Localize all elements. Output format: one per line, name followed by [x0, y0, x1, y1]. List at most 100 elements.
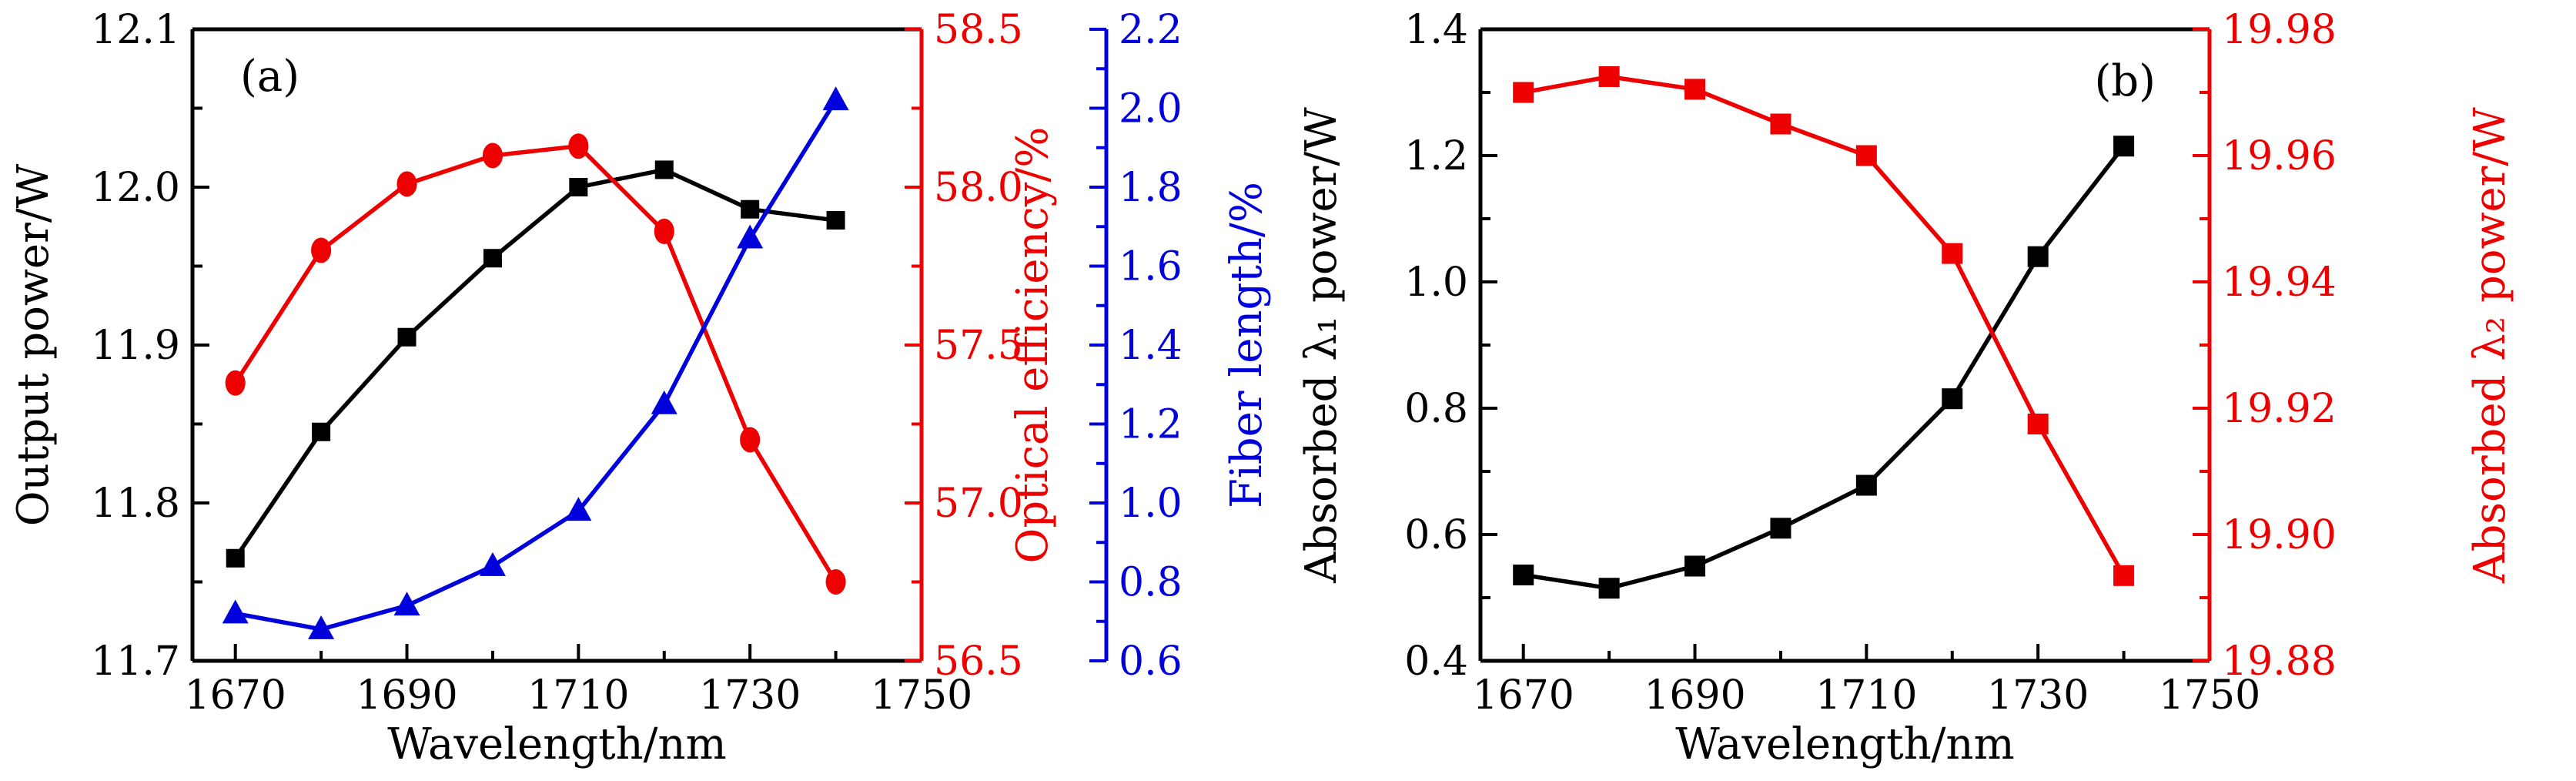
- x-tick-label: 1670: [185, 672, 286, 719]
- circle-marker: [740, 427, 761, 453]
- square-marker: [1770, 113, 1791, 135]
- right-y-axis-tick-label: 19.96: [2222, 133, 2337, 179]
- circle-marker: [825, 569, 846, 595]
- left-y-axis: 11.7 11.8 11.9 12.0 12.1 Output power/W: [8, 7, 209, 685]
- left-y-axis-tick-label: 12.0: [91, 165, 180, 211]
- series-absorbed-power: [1513, 66, 2135, 586]
- right-y-axis-tick-label: 58.5: [934, 7, 1023, 53]
- square-marker: [397, 327, 417, 347]
- left-y-axis-tick-label: 1.4: [1404, 7, 1468, 53]
- square-marker: [2113, 565, 2135, 586]
- square-marker: [569, 178, 588, 196]
- x-axis: 1670 1690 1710 1730 1750 Wavelength/nm: [1473, 27, 2260, 769]
- right-y-axis-tick-label: 19.92: [2222, 386, 2337, 432]
- triangle-marker: [737, 224, 764, 249]
- left-y-axis-tick-label: 11.9: [91, 323, 180, 369]
- triangle-marker: [651, 390, 677, 414]
- left-y-axis-tick-label: 0.6: [1404, 512, 1468, 558]
- series-line: [1523, 74, 2126, 577]
- left-y-axis-tick-label: 12.1: [91, 7, 180, 53]
- far-right-y-axis-tick-label: 0.8: [1119, 560, 1183, 606]
- square-marker: [2027, 246, 2049, 267]
- x-axis-title: Wavelength/nm: [387, 719, 726, 769]
- triangle-marker: [393, 592, 420, 616]
- far-right-y-axis-tick-label: 1.4: [1119, 323, 1183, 369]
- left-y-axis: 0.4 0.6 0.8 1.0 1.2 1.4 Absorbed λ₁ power/W: [1296, 7, 1497, 685]
- panel-label: (b): [2094, 56, 2156, 106]
- square-marker: [1855, 474, 1877, 496]
- right-y-axis-tick-label: 19.98: [2222, 7, 2337, 53]
- square-marker: [1684, 79, 1706, 100]
- x-tick-label: 1670: [1473, 672, 1574, 719]
- far-right-y-axis: 0.6 0.8 1.0 1.2 1.4 1.6 1.8 2.0 2.2 Fiber length/…: [1089, 7, 1272, 685]
- series-fiber-length: [222, 86, 849, 639]
- right-y-axis-tick-label: 57.5: [934, 323, 1023, 369]
- square-marker: [2113, 136, 2135, 157]
- x-axis-title: Wavelength/nm: [1675, 719, 2014, 769]
- triangle-marker: [308, 615, 335, 639]
- left-y-axis-tick-label: 11.8: [91, 481, 180, 527]
- left-y-axis-tick-label: 0.4: [1404, 639, 1468, 685]
- x-tick-label: 1750: [871, 672, 972, 719]
- circle-marker: [225, 370, 246, 396]
- right-y-axis-title: Absorbed λ₂ power/W: [2465, 107, 2515, 584]
- x-tick-label: 1710: [527, 672, 629, 719]
- circle-marker: [568, 133, 589, 159]
- triangle-marker: [479, 551, 506, 576]
- triangle-marker: [822, 86, 849, 111]
- right-y-axis: 56.5 57.0 57.5 58.0 58.5 Optical efficiency/%: [905, 7, 1058, 685]
- square-marker: [1942, 388, 1963, 410]
- series-output-power: [226, 160, 845, 568]
- panel-a-figure: 1670 1690 1710 1730 1750Wavelength/nm11.711.…: [8, 7, 1272, 769]
- series-absorbed-power: [1513, 136, 2135, 599]
- far-right-y-axis-tick-label: 2.0: [1119, 86, 1183, 132]
- right-y-axis-tick-label: 19.88: [2222, 639, 2337, 685]
- x-tick-label: 1690: [356, 672, 457, 719]
- left-y-axis-tick-label: 1.2: [1404, 133, 1468, 179]
- square-marker: [741, 199, 760, 219]
- square-marker: [226, 548, 245, 568]
- series-line: [233, 167, 836, 560]
- right-y-axis-tick-label: 56.5: [934, 639, 1023, 685]
- circle-marker: [482, 142, 503, 169]
- square-marker: [1855, 145, 1877, 166]
- series-line: [235, 99, 838, 632]
- far-right-y-axis-tick-label: 2.2: [1119, 7, 1183, 53]
- square-marker: [1513, 564, 1534, 585]
- square-marker: [1770, 518, 1791, 539]
- circle-marker: [396, 171, 417, 197]
- square-marker: [1684, 555, 1706, 577]
- far-right-y-axis-tick-label: 1.6: [1119, 244, 1183, 290]
- right-y-axis-tick-label: 57.0: [934, 481, 1023, 527]
- right-y-axis-tick-label: 58.0: [934, 165, 1023, 211]
- far-right-y-axis-tick-label: 0.6: [1119, 639, 1183, 685]
- square-marker: [1598, 578, 1620, 599]
- panel-label: (a): [240, 52, 299, 102]
- left-y-axis-title: Output power/W: [8, 163, 59, 526]
- square-marker: [312, 422, 331, 441]
- right-y-axis: 19.88 19.90 19.92 19.94 19.96 19.98 Absorbed λ…: [2193, 7, 2515, 685]
- series-line: [1523, 145, 2126, 591]
- x-tick-label: 1710: [1815, 672, 1917, 719]
- square-marker: [654, 160, 674, 179]
- x-tick-label: 1690: [1644, 672, 1745, 719]
- triangle-marker: [565, 497, 592, 521]
- series-optical-efficiency: [225, 133, 846, 595]
- right-y-axis-tick-label: 19.94: [2222, 260, 2337, 306]
- series-line: [233, 143, 838, 583]
- far-right-y-axis-title: Fiber length/%: [1222, 182, 1272, 508]
- left-y-axis-tick-label: 0.8: [1404, 386, 1468, 432]
- right-y-axis-title: Optical efficiency/%: [1008, 126, 1058, 563]
- x-tick-label: 1750: [2159, 672, 2260, 719]
- square-marker: [483, 249, 502, 268]
- far-right-y-axis-tick-label: 1.2: [1119, 402, 1183, 448]
- circle-marker: [311, 237, 332, 263]
- left-y-axis-tick-label: 1.0: [1404, 260, 1468, 306]
- left-y-axis-title: Absorbed λ₁ power/W: [1296, 107, 1347, 584]
- x-axis: 1670 1690 1710 1730 1750 Wavelength/nm: [185, 27, 972, 769]
- far-right-y-axis-tick-label: 1.0: [1119, 481, 1183, 527]
- far-right-y-axis-tick-label: 1.8: [1119, 165, 1183, 211]
- square-marker: [1513, 82, 1534, 103]
- square-marker: [1942, 243, 1963, 264]
